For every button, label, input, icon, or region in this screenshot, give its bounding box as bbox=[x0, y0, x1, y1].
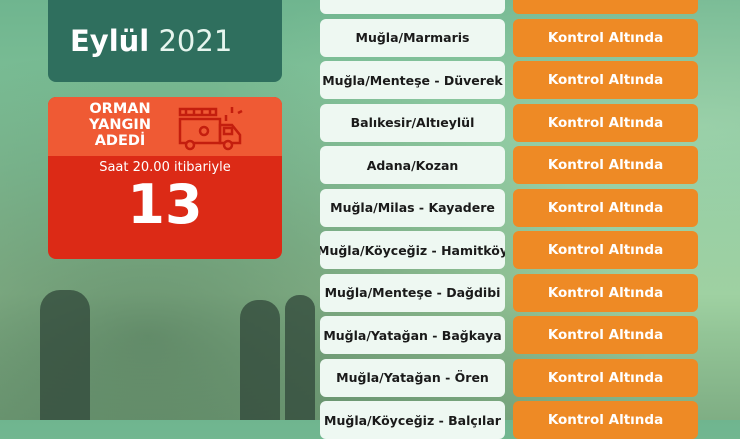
next-day-number: 26 bbox=[247, 0, 282, 3]
fire-count-title: ORMAN YANGIN ADEDİ bbox=[70, 101, 170, 149]
status-badge: Kontrol Altında bbox=[513, 231, 698, 269]
fire-location: Muğla/Marmaris bbox=[320, 18, 505, 57]
firefighter-silhouette bbox=[240, 300, 280, 420]
fire-row: Muğla/Köyceğiz - Balçılar Kontrol Altında bbox=[320, 401, 698, 439]
fire-location: Muğla/Köyceğiz - Balçılar bbox=[320, 401, 505, 439]
fire-row bbox=[320, 0, 698, 14]
fire-row: Adana/Kozan Kontrol Altında bbox=[320, 146, 698, 184]
fire-count: 13 bbox=[127, 173, 203, 236]
day-number: 25 bbox=[68, 0, 154, 11]
month: Eylül bbox=[70, 24, 150, 58]
fire-location bbox=[320, 0, 505, 14]
fire-row: Muğla/Yatağan - Ören Kontrol Altında bbox=[320, 358, 698, 397]
status-badge: Kontrol Altında bbox=[513, 188, 698, 227]
title-line: ORMAN bbox=[89, 101, 151, 117]
year: 2021 bbox=[158, 24, 233, 58]
fire-row: Muğla/Menteşe - Düverek Kontrol Altında bbox=[320, 61, 698, 99]
fire-row: Balıkesir/Altıeylül Kontrol Altında bbox=[320, 103, 698, 142]
status-badge: Kontrol Altında bbox=[513, 273, 698, 312]
fire-location: Muğla/Menteşe - Düverek bbox=[320, 61, 505, 99]
fire-location: Balıkesir/Altıeylül bbox=[320, 103, 505, 142]
firefighter-silhouette bbox=[285, 295, 315, 420]
fire-row: Muğla/Menteşe - Dağdibi Kontrol Altında bbox=[320, 273, 698, 312]
status-badge: Kontrol Altında bbox=[513, 18, 698, 57]
status-badge bbox=[513, 0, 698, 14]
date-box: 25 26 Eylül 2021 bbox=[48, 0, 282, 82]
fire-count-box: ORMAN YANGIN ADEDİ Saat 20.00 itibariyle… bbox=[48, 97, 282, 259]
fire-location: Muğla/Yatağan - Ören bbox=[320, 358, 505, 397]
status-badge: Kontrol Altında bbox=[513, 401, 698, 439]
status-badge: Kontrol Altında bbox=[513, 358, 698, 397]
fire-location: Muğla/Yatağan - Bağkaya bbox=[320, 316, 505, 354]
fire-row: Muğla/Marmaris Kontrol Altında bbox=[320, 18, 698, 57]
fire-location: Muğla/Menteşe - Dağdibi bbox=[320, 273, 505, 312]
status-badge: Kontrol Altında bbox=[513, 146, 698, 184]
title-line: YANGIN bbox=[89, 117, 151, 133]
fire-row: Muğla/Milas - Kayadere Kontrol Altında bbox=[320, 188, 698, 227]
status-badge: Kontrol Altında bbox=[513, 103, 698, 142]
fire-truck-icon bbox=[178, 107, 243, 151]
fire-location: Muğla/Köyceğiz - Hamitköy bbox=[320, 231, 505, 269]
month-year: Eylül 2021 bbox=[70, 24, 232, 58]
fire-row: Muğla/Köyceğiz - Hamitköy Kontrol Altında bbox=[320, 231, 698, 269]
status-badge: Kontrol Altında bbox=[513, 61, 698, 99]
fire-location: Adana/Kozan bbox=[320, 146, 505, 184]
fire-location: Muğla/Milas - Kayadere bbox=[320, 188, 505, 227]
title-line: ADEDİ bbox=[94, 133, 146, 149]
fire-row: Muğla/Yatağan - Bağkaya Kontrol Altında bbox=[320, 316, 698, 354]
status-badge: Kontrol Altında bbox=[513, 316, 698, 354]
time-note: Saat 20.00 itibariyle bbox=[99, 160, 231, 175]
firefighter-silhouette bbox=[40, 290, 90, 420]
